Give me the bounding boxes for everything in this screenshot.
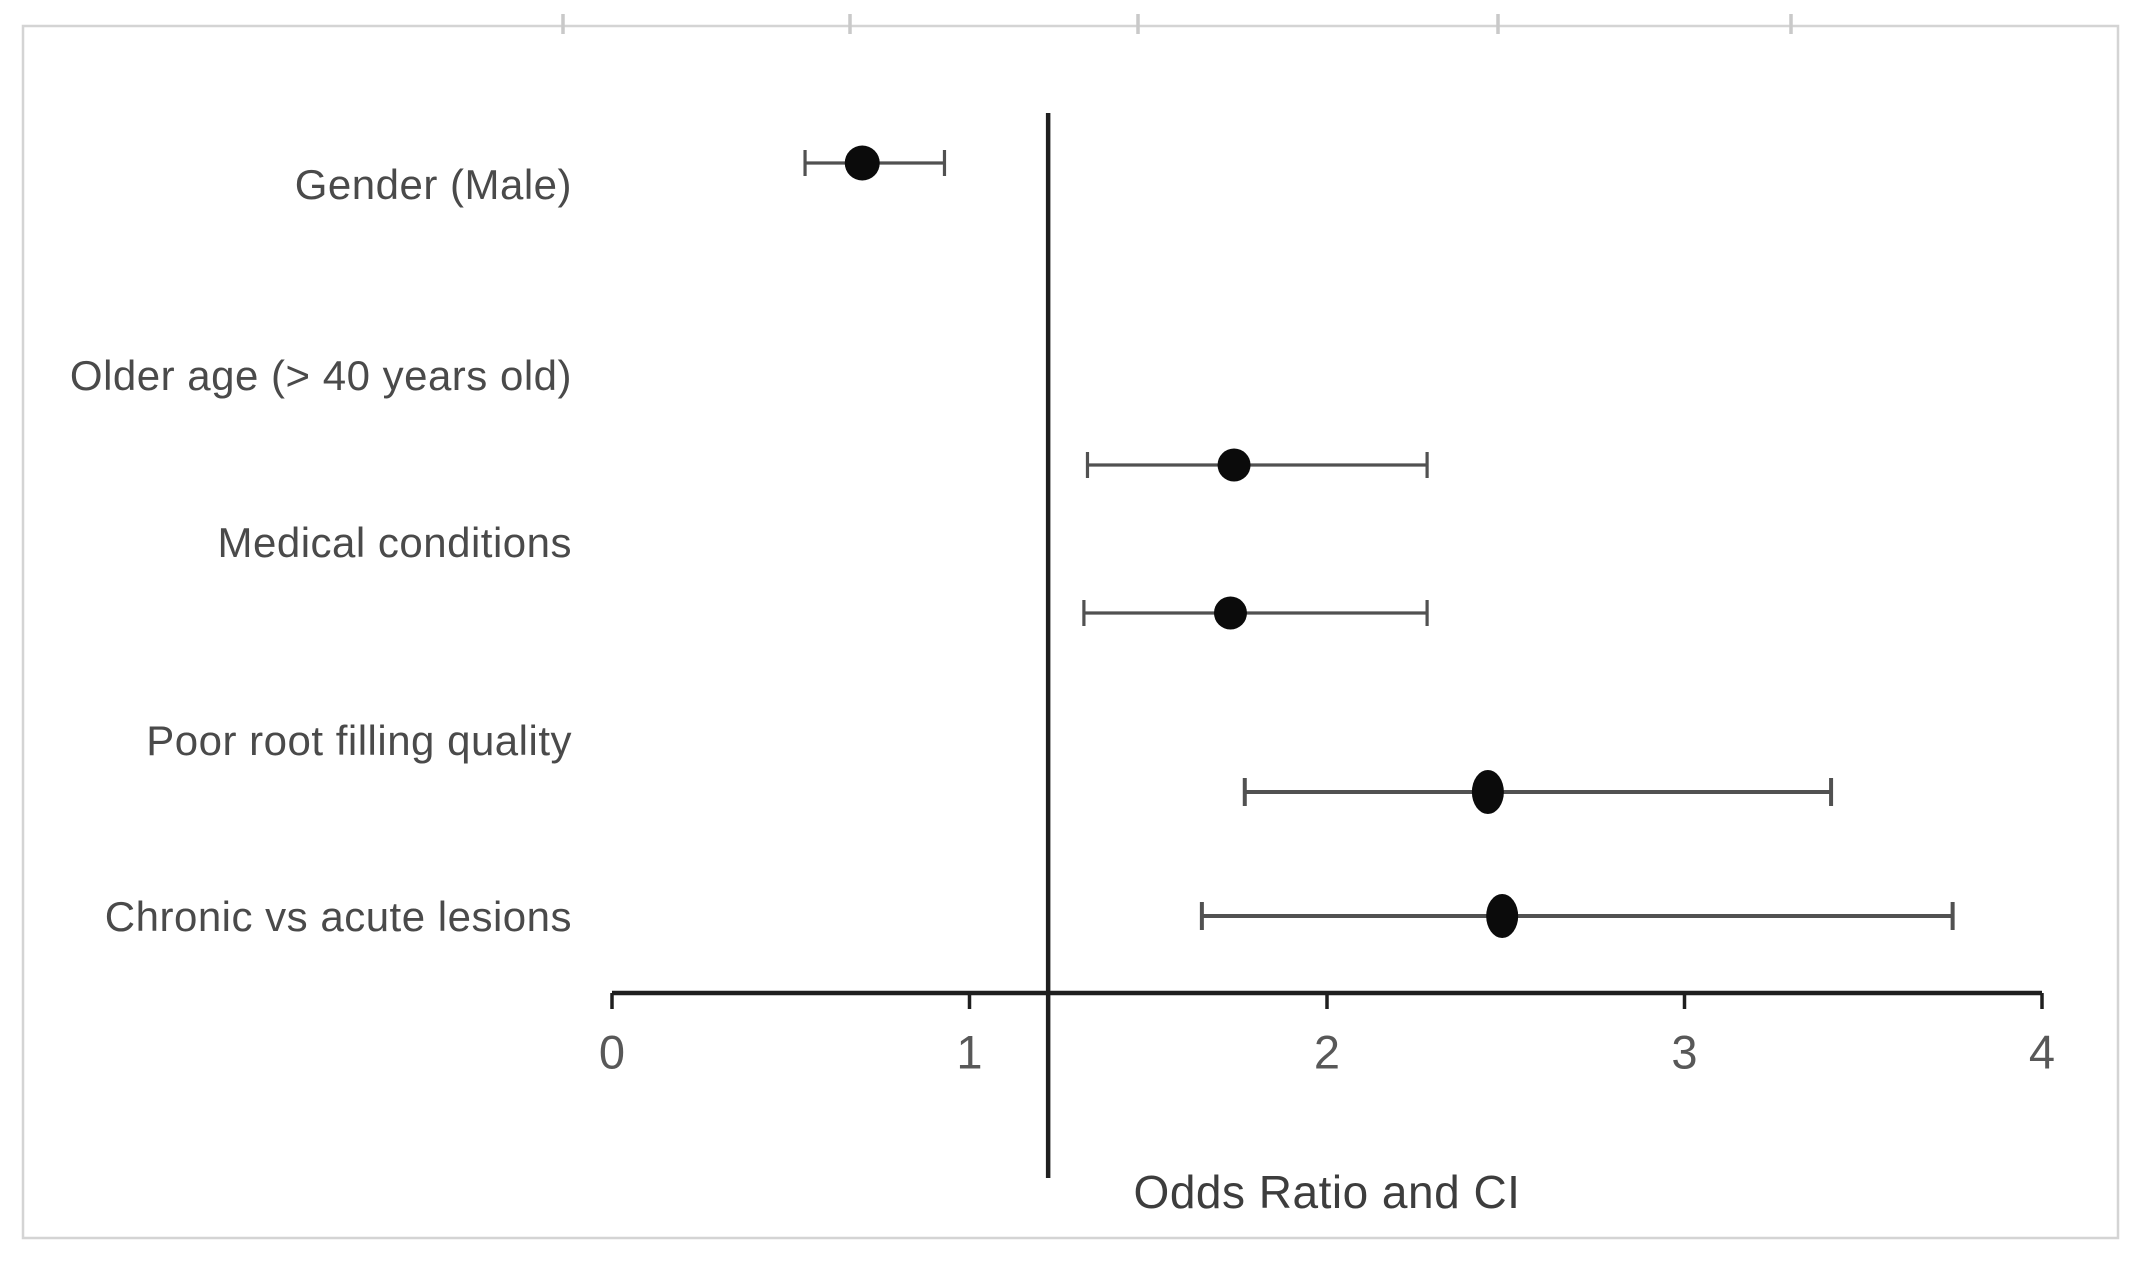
odds-ratio-marker (1217, 448, 1251, 482)
x-axis-tick-label: 0 (598, 1025, 626, 1079)
x-axis-tick-label: 1 (956, 1025, 983, 1079)
figure-border (21, 24, 2120, 1240)
category-label: Chronic vs acute lesions (104, 893, 572, 941)
category-label: Medical conditions (217, 519, 572, 567)
category-label: Gender (Male) (294, 161, 572, 209)
odds-ratio-marker (1486, 894, 1519, 938)
category-label: Poor root filling quality (146, 717, 572, 765)
x-axis-tick-label: 2 (1313, 1025, 1341, 1079)
x-axis-title: Odds Ratio and CI (1133, 1166, 1521, 1218)
odds-ratio-marker (844, 145, 880, 181)
odds-ratio-marker (1471, 770, 1504, 814)
category-label: Older age (> 40 years old) (69, 352, 572, 400)
odds-ratio-marker (1213, 596, 1247, 630)
x-axis-tick-label: 4 (2028, 1025, 2056, 1079)
x-axis-tick-label: 3 (1671, 1025, 1698, 1079)
